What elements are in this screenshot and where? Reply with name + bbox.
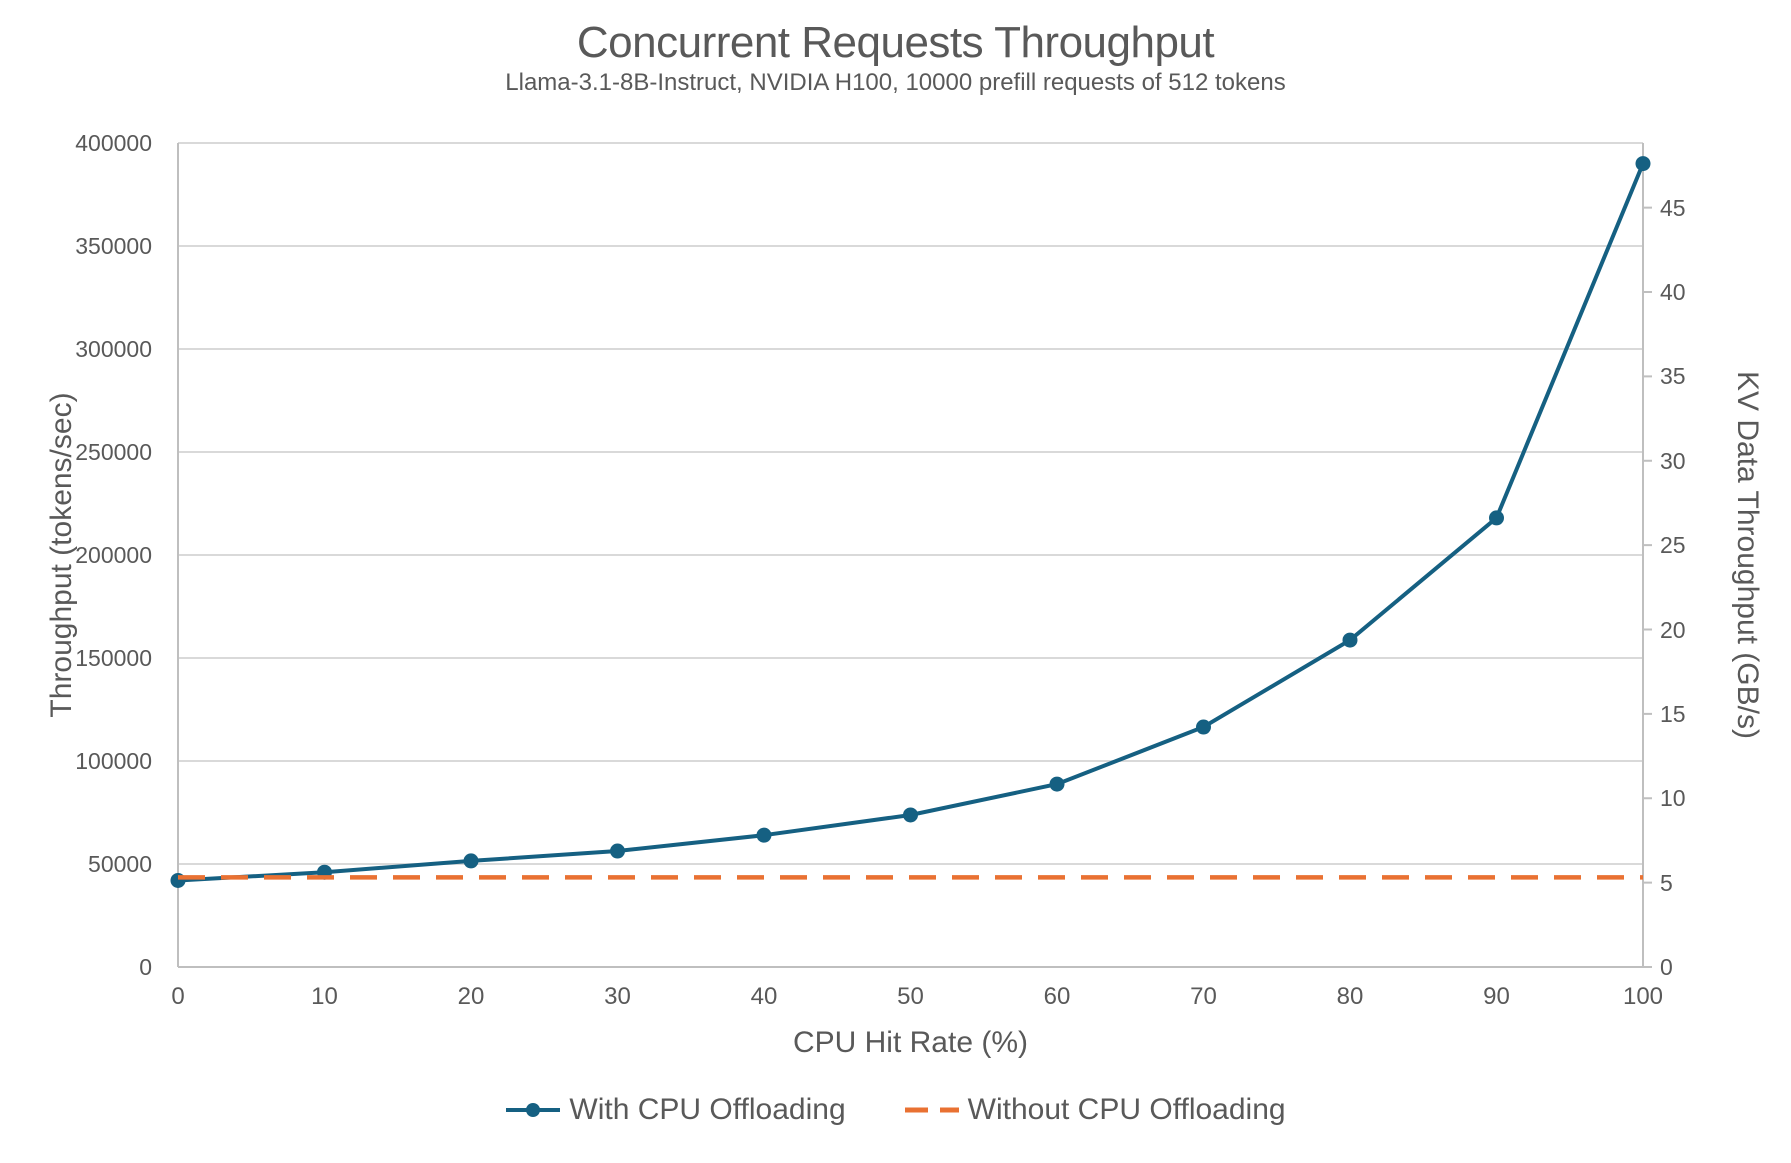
legend-line-marker-icon [506,1103,561,1117]
x-tick-label: 60 [1043,983,1071,1010]
legend: With CPU Offloading Without CPU Offloadi… [0,1088,1791,1132]
y-tick-label-right: 30 [1660,447,1686,474]
x-tick-label: 30 [604,983,631,1010]
data-point-marker [610,843,625,859]
x-tick-label: 10 [311,983,338,1010]
y-tick-label-left: 400000 [75,130,152,156]
data-point-marker [1342,632,1358,648]
series-line-solid [177,162,1645,883]
y-tick-label-left: 50000 [88,851,152,877]
y-tick-label-right: 25 [1660,532,1686,559]
legend-dashed-line-icon [904,1107,959,1113]
y-tick-label-left: 300000 [75,336,152,362]
x-axis-title: CPU Hit Rate (%) [792,1026,1029,1059]
y-tick-label-left: 0 [139,954,152,980]
y-tick-label-right: 10 [1660,785,1686,812]
x-tick-label: 20 [457,983,485,1010]
legend-label: Without CPU Offloading [967,1093,1286,1126]
data-point-marker [1635,156,1651,172]
y-tick-label-right: 15 [1660,700,1686,727]
y-tick-label-right: 40 [1660,279,1686,305]
data-point-marker [756,827,772,843]
y-tick-label-left: 350000 [75,233,152,259]
data-point-marker [1489,510,1504,526]
x-tick-label: 90 [1483,983,1510,1010]
x-tick-label: 80 [1336,983,1364,1010]
y-tick-label-right: 35 [1660,363,1686,390]
data-point-marker [1196,719,1211,735]
data-point-marker [903,807,918,823]
y-tick-label-right: 45 [1660,194,1686,221]
y-tick-label-right: 20 [1660,616,1686,643]
x-tick-label: 50 [897,983,924,1010]
y-tick-label-left: 100000 [75,748,152,774]
data-point-marker [463,853,479,869]
legend-label: With CPU Offloading [569,1093,846,1126]
chart-title: Concurrent Requests Throughput [576,18,1215,67]
x-tick-label: 0 [171,983,185,1010]
y-tick-label-left: 250000 [75,439,152,465]
legend-item-with-cpu-offloading: With CPU Offloading [505,1093,846,1127]
y-tick-label-right: 5 [1660,869,1673,896]
y-tick-label-left: 200000 [75,542,152,568]
data-point-marker [1049,776,1065,792]
y-tick-label-right: 0 [1660,954,1673,980]
x-tick-label: 40 [750,983,778,1010]
y-tick-label-left: 150000 [75,645,152,671]
legend-item-without-cpu-offloading: Without CPU Offloading [904,1093,1286,1127]
x-tick-label: 70 [1190,983,1217,1010]
chart-subtitle: Llama-3.1-8B-Instruct, NVIDIA H100, 1000… [505,69,1286,96]
x-tick-label: 100 [1622,983,1664,1010]
